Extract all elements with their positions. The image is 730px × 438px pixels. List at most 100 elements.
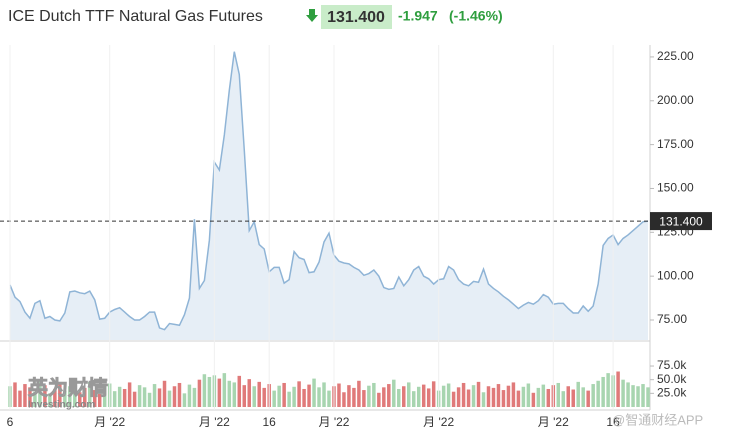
volume-bar	[262, 387, 266, 407]
volume-bar	[197, 379, 202, 407]
volume-bar	[421, 384, 426, 407]
volume-bar	[192, 387, 197, 407]
volume-bar	[33, 391, 37, 407]
volume-bar	[402, 386, 406, 407]
volume-bar	[631, 385, 635, 407]
volume-bar	[297, 381, 301, 407]
volume-bar	[157, 388, 162, 407]
volume-bar	[78, 392, 82, 407]
y-tick-label: 175.00	[657, 137, 694, 151]
x-tick-label: 月 '22	[423, 415, 454, 429]
volume-bar	[43, 385, 47, 407]
price-highlight	[321, 5, 392, 29]
volume-bar	[227, 380, 232, 407]
y-tick-label: 100.00	[657, 268, 694, 282]
volume-bar	[137, 385, 142, 407]
volume-bar	[426, 388, 431, 407]
volume-bar	[407, 382, 411, 407]
volume-bar	[97, 393, 102, 407]
volume-bar	[182, 393, 187, 407]
volume-bar	[496, 384, 501, 407]
volume-bar	[327, 390, 331, 407]
volume-bar	[506, 385, 511, 407]
area-fill	[10, 51, 648, 341]
volume-bar	[242, 385, 247, 407]
volume-bar	[561, 391, 566, 407]
volume-bar	[566, 386, 570, 407]
volume-bar	[387, 384, 391, 407]
volume-bar	[357, 380, 361, 407]
volume-bar	[23, 384, 27, 407]
volume-bar	[282, 382, 286, 407]
volume-bar	[571, 389, 575, 407]
volume-bar	[367, 385, 371, 407]
volume-bar	[516, 390, 521, 407]
volume-bar	[68, 386, 72, 407]
volume-bar	[486, 386, 491, 407]
volume-bar	[411, 391, 416, 407]
x-tick-label: 月 '22	[538, 415, 569, 429]
volume-bar	[167, 390, 172, 407]
volume-bar	[456, 387, 461, 407]
volume-bar	[347, 385, 351, 407]
volume-bar	[217, 378, 222, 407]
volume-bar	[581, 387, 585, 407]
volume-bar	[392, 379, 396, 407]
volume-bar	[466, 389, 471, 407]
volume-bar	[132, 391, 137, 407]
volume-bar	[606, 373, 610, 407]
volume-bar	[88, 381, 92, 407]
price-change: -1.947	[398, 8, 438, 24]
volume-bar	[127, 382, 132, 407]
price-label-box	[650, 212, 712, 231]
volume-bar	[546, 388, 551, 407]
volume-bar	[591, 384, 595, 407]
last-price: 131.400	[327, 9, 385, 26]
volume-bar	[377, 392, 381, 407]
volume-bar	[18, 390, 22, 407]
watermark: @智通财经APP	[612, 412, 703, 427]
volume-bar	[207, 376, 212, 407]
volume-bar	[556, 382, 561, 407]
volume-bar	[342, 392, 346, 407]
volume-bar	[53, 388, 57, 407]
volume-bar	[451, 391, 456, 407]
volume-bar	[441, 385, 446, 407]
volume-bar	[92, 390, 97, 407]
volume-bar	[232, 382, 237, 407]
volume-bar	[641, 384, 645, 407]
volume-bar	[187, 384, 192, 407]
volume-bar	[307, 384, 311, 407]
volume-bar	[177, 382, 182, 407]
volume-bar	[636, 386, 640, 407]
volume-bar	[461, 382, 466, 407]
volume-bar	[596, 380, 600, 407]
volume-bar	[73, 384, 77, 407]
volume-bar	[312, 378, 316, 407]
volume-bar	[302, 388, 306, 407]
volume-bar	[601, 376, 605, 407]
watermark: Investing.com	[28, 400, 95, 411]
y-tick-label: 225.00	[657, 49, 694, 63]
volume-bar	[257, 381, 261, 407]
y-tick-label: 150.00	[657, 181, 694, 195]
price-change-pct: (-1.46%)	[449, 8, 503, 24]
volume-bar	[372, 382, 376, 407]
x-tick-label: 月 '22	[318, 415, 349, 429]
x-tick-label: 16	[263, 415, 277, 429]
volume-bar	[526, 383, 531, 407]
watermark: 英为财情	[28, 375, 108, 399]
volume-bar	[117, 386, 122, 407]
volume-bar	[397, 388, 401, 407]
volume-bar	[28, 387, 32, 407]
volume-bar	[162, 380, 167, 407]
price-label: 131.400	[659, 214, 703, 228]
volume-bar	[237, 375, 242, 407]
volume-bar	[536, 387, 541, 407]
volume-bar	[416, 386, 421, 407]
volume-bar	[122, 388, 127, 407]
volume-bar	[172, 386, 177, 407]
down-arrow	[306, 9, 318, 22]
volume-bar	[337, 383, 341, 407]
